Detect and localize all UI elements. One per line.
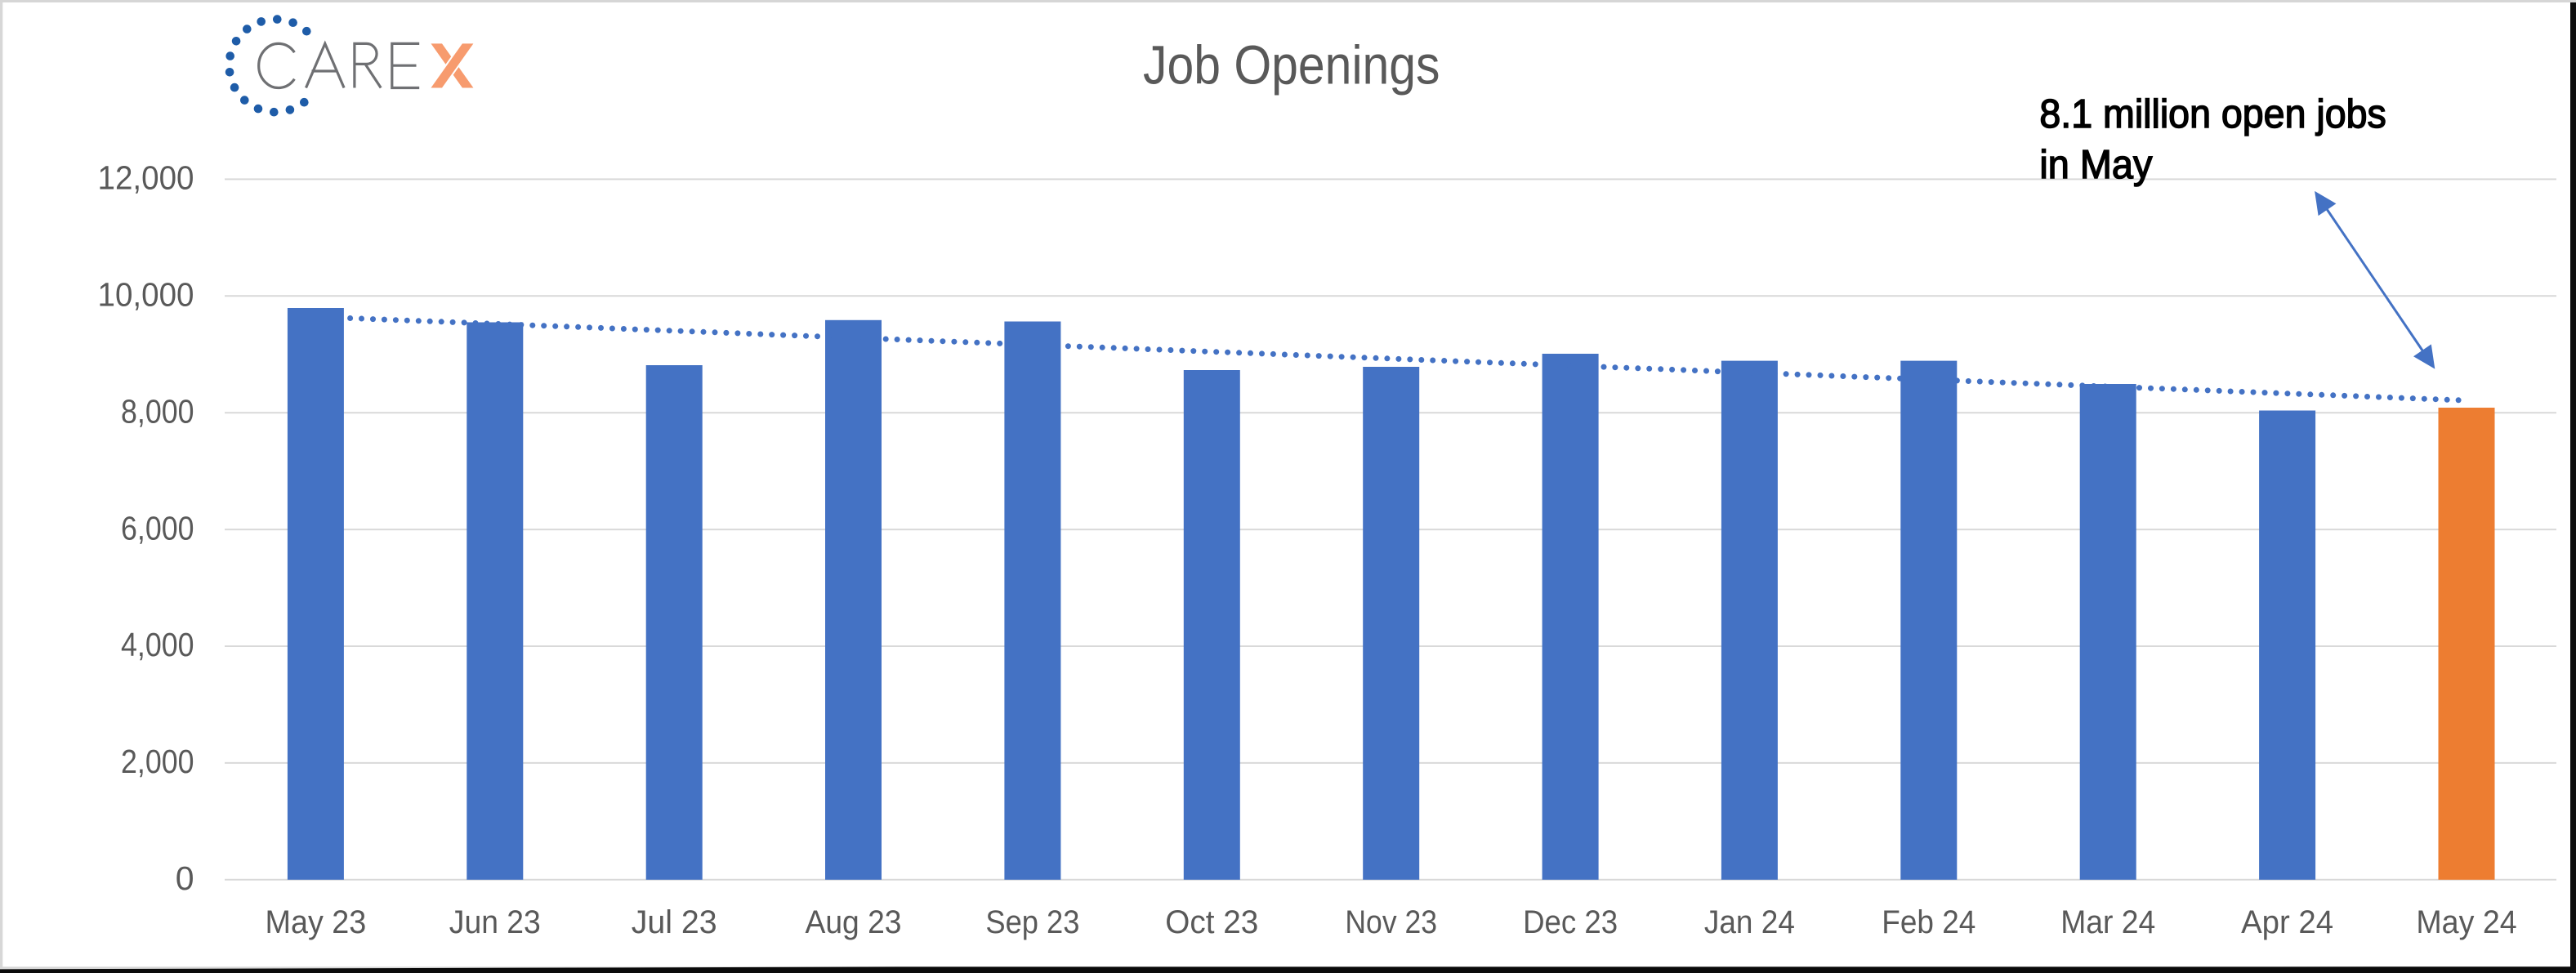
svg-text:Feb 24: Feb 24 xyxy=(1882,904,1976,940)
svg-text:Aug 23: Aug 23 xyxy=(806,904,902,940)
svg-text:Job Openings: Job Openings xyxy=(1143,35,1440,96)
svg-text:May 24: May 24 xyxy=(2416,904,2516,940)
svg-text:12,000: 12,000 xyxy=(98,159,194,197)
svg-text:0: 0 xyxy=(176,859,194,897)
svg-text:6,000: 6,000 xyxy=(121,509,194,547)
svg-text:Mar 24: Mar 24 xyxy=(2060,904,2155,940)
svg-text:8.1 million open jobs: 8.1 million open jobs xyxy=(2039,91,2386,136)
svg-text:Dec 23: Dec 23 xyxy=(1523,904,1618,940)
svg-text:Sep 23: Sep 23 xyxy=(985,904,1079,940)
svg-text:Apr 24: Apr 24 xyxy=(2241,904,2333,940)
svg-text:May 23: May 23 xyxy=(266,904,367,940)
svg-text:8,000: 8,000 xyxy=(121,392,194,430)
svg-text:2,000: 2,000 xyxy=(121,743,194,780)
svg-text:Jan 24: Jan 24 xyxy=(1704,904,1795,940)
svg-text:10,000: 10,000 xyxy=(98,276,194,314)
svg-text:Jul 23: Jul 23 xyxy=(632,904,717,940)
svg-text:Oct 23: Oct 23 xyxy=(1165,904,1258,940)
svg-text:in May: in May xyxy=(2039,142,2152,187)
svg-text:Nov 23: Nov 23 xyxy=(1345,904,1437,940)
svg-text:4,000: 4,000 xyxy=(121,626,194,663)
svg-text:Jun 23: Jun 23 xyxy=(449,904,541,940)
